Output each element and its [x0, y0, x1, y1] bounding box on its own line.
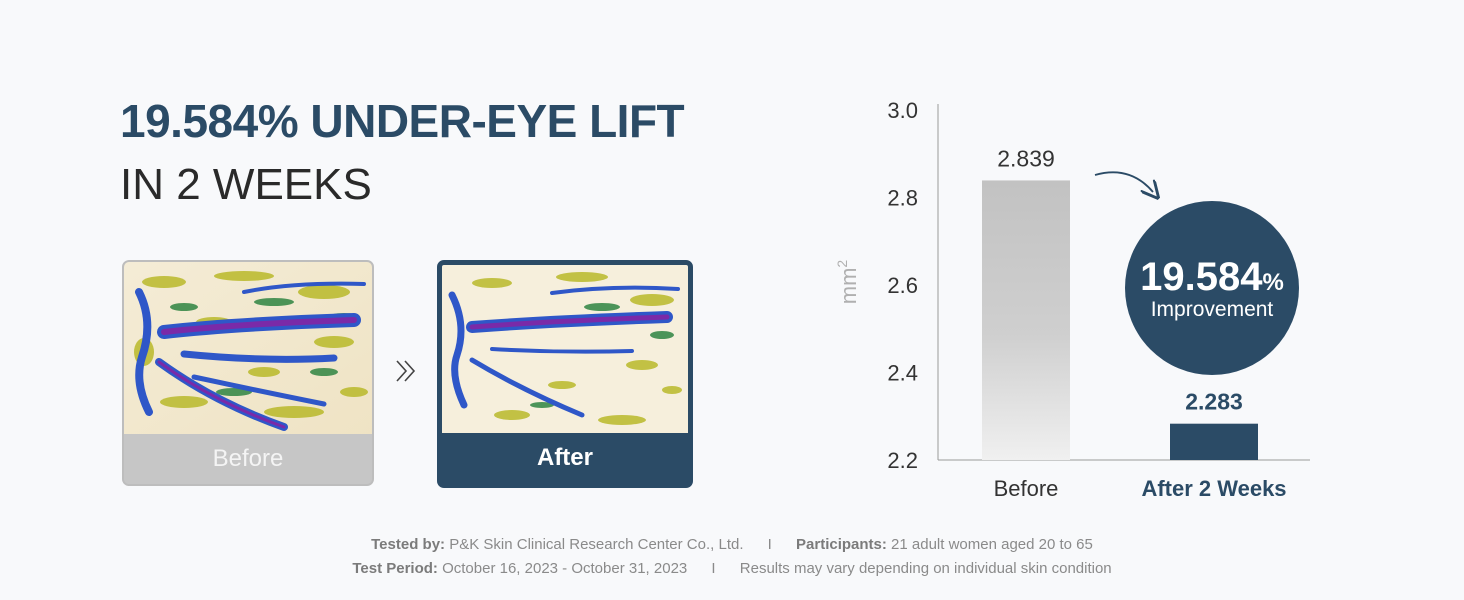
- tested-by-value: P&K Skin Clinical Research Center Co., L…: [449, 536, 744, 553]
- improvement-value: 19.584%: [1140, 255, 1284, 299]
- test-period-value: October 16, 2023 - October 31, 2023: [442, 560, 688, 577]
- headline-secondary: IN 2 WEEKS: [120, 160, 372, 209]
- test-period-label: Test Period:: [352, 560, 438, 577]
- y-tick-label: 2.6: [887, 273, 918, 298]
- bar-before: [982, 180, 1070, 460]
- improvement-label: Improvement: [1151, 298, 1274, 321]
- footer-line-1: Tested by: P&K Skin Clinical Research Ce…: [0, 533, 1464, 557]
- y-axis-label-superscript: 2: [834, 260, 850, 268]
- improvement-unit: %: [1263, 269, 1284, 296]
- after-photo-card: After: [437, 260, 693, 488]
- after-skin-scan-image: [442, 265, 688, 439]
- participants-label: Participants:: [796, 536, 887, 553]
- y-tick-label: 2.8: [887, 186, 918, 211]
- double-chevron-right-icon: [396, 360, 416, 382]
- participants-value: 21 adult women aged 20 to 65: [891, 536, 1093, 553]
- before-label: Before: [124, 434, 372, 484]
- before-skin-scan-image: [124, 262, 372, 438]
- y-tick-label: 3.0: [887, 98, 918, 123]
- tested-by-label: Tested by:: [371, 536, 446, 553]
- x-category-label: Before: [994, 476, 1059, 501]
- after-label: After: [442, 433, 688, 483]
- y-tick-label: 2.4: [887, 361, 918, 386]
- footer-separator: I: [767, 536, 772, 553]
- bar-value-label: 2.283: [1185, 389, 1243, 415]
- disclaimer-text: Results may vary depending on individual…: [739, 560, 1112, 577]
- footer-separator: I: [711, 560, 716, 577]
- bar-after: [1170, 423, 1258, 460]
- bar-value-label: 2.839: [997, 145, 1055, 171]
- improvement-circle: [1125, 201, 1299, 375]
- headline-primary: 19.584% UNDER-EYE LIFT: [120, 95, 685, 147]
- footer-line-2: Test Period: October 16, 2023 - October …: [0, 557, 1464, 581]
- before-photo-card: Before: [122, 260, 374, 486]
- callout-arrow: [1094, 171, 1153, 192]
- x-category-label: After 2 Weeks: [1141, 476, 1286, 501]
- y-axis-label: mm2: [834, 260, 861, 305]
- footer: Tested by: P&K Skin Clinical Research Ce…: [0, 533, 1464, 581]
- y-tick-label: 2.2: [887, 448, 918, 473]
